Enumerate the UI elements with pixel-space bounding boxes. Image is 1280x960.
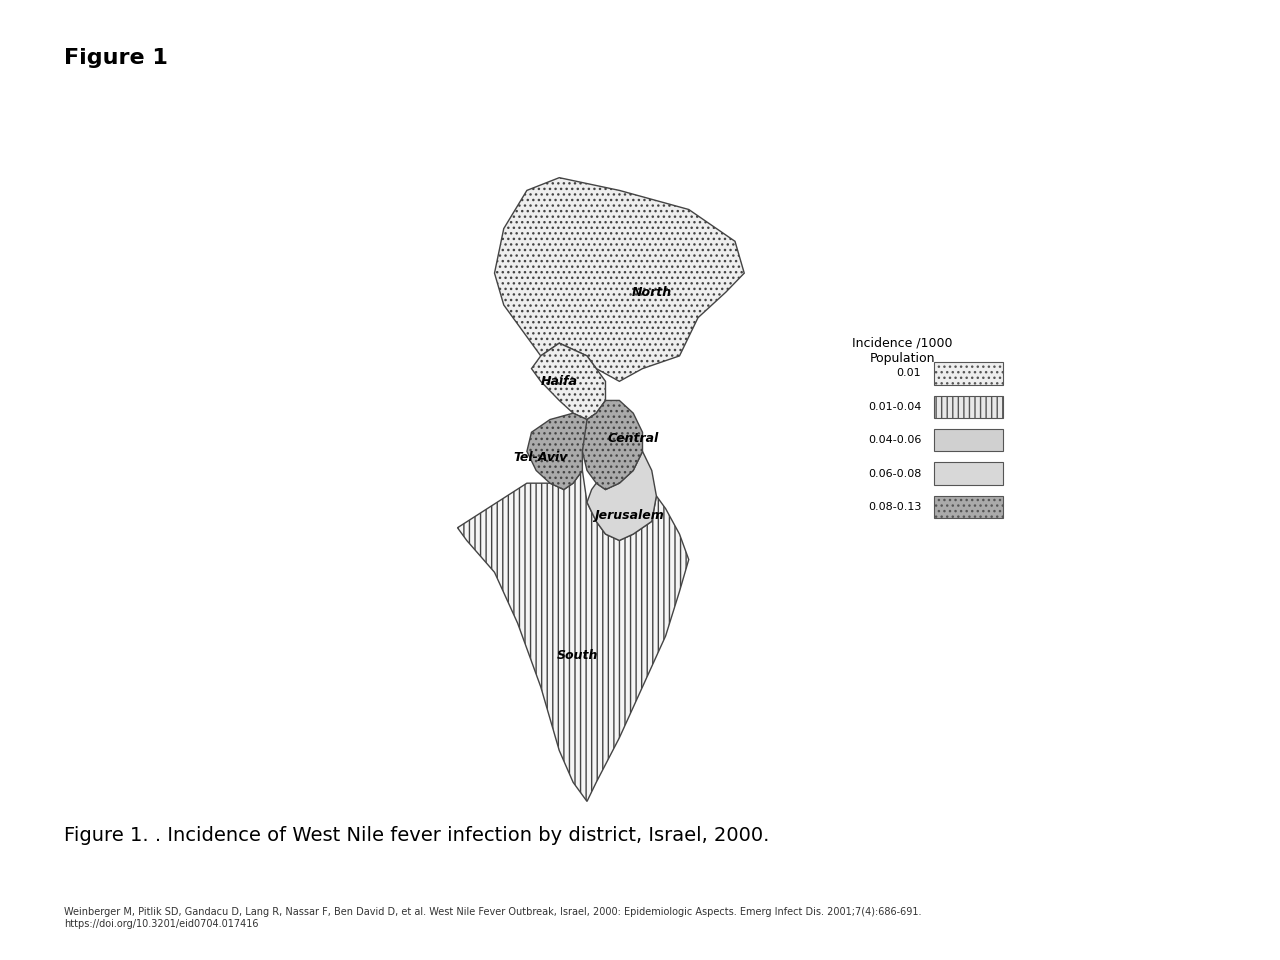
Text: Figure 1. . Incidence of West Nile fever infection by district, Israel, 2000.: Figure 1. . Incidence of West Nile fever…	[64, 826, 769, 845]
Text: South: South	[557, 649, 599, 661]
Text: Weinberger M, Pitlik SD, Gandacu D, Lang R, Nassar F, Ben David D, et al. West N: Weinberger M, Pitlik SD, Gandacu D, Lang…	[64, 907, 922, 929]
Text: Tel-Aviv: Tel-Aviv	[513, 451, 568, 465]
FancyBboxPatch shape	[933, 463, 1002, 485]
FancyBboxPatch shape	[933, 496, 1002, 518]
FancyBboxPatch shape	[933, 362, 1002, 385]
Text: Central: Central	[608, 432, 659, 445]
Text: 0.01-0.04: 0.01-0.04	[868, 402, 922, 412]
Text: Jerusalem: Jerusalem	[594, 509, 663, 521]
Polygon shape	[494, 178, 744, 381]
Text: Haifa: Haifa	[540, 374, 577, 388]
Text: North: North	[632, 286, 672, 299]
FancyBboxPatch shape	[933, 429, 1002, 451]
Text: Figure 1: Figure 1	[64, 48, 168, 68]
Text: 0.08-0.13: 0.08-0.13	[868, 502, 922, 512]
Polygon shape	[457, 470, 689, 802]
Polygon shape	[582, 400, 643, 490]
Polygon shape	[527, 413, 588, 490]
FancyBboxPatch shape	[933, 396, 1002, 418]
Text: 0.06-0.08: 0.06-0.08	[868, 468, 922, 479]
Text: 0.01: 0.01	[896, 369, 922, 378]
Polygon shape	[531, 343, 605, 420]
Text: Incidence /1000
Population: Incidence /1000 Population	[852, 337, 952, 365]
Polygon shape	[588, 451, 657, 540]
Text: 0.04-0.06: 0.04-0.06	[868, 435, 922, 445]
